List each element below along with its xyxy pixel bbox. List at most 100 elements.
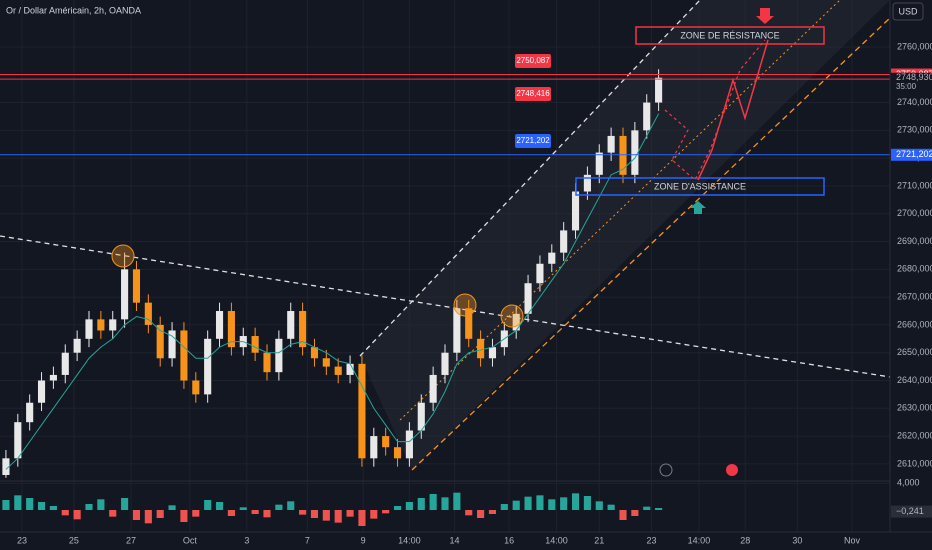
candle-body — [2, 458, 10, 475]
annotation: ZONE DE RÉSISTANCE — [680, 30, 779, 40]
y-tick-label: 2660,000 — [897, 319, 932, 329]
candle-body — [607, 135, 615, 153]
histogram-bar — [536, 495, 544, 510]
level-tag-label: 2748,416 — [516, 89, 550, 98]
y-tick-label: 2690,000 — [897, 236, 932, 246]
candle-body — [524, 283, 532, 314]
x-tick-label: 30 — [792, 535, 802, 545]
histogram-bar — [168, 505, 176, 510]
y-tick-label: 2740,000 — [897, 97, 932, 107]
candle-body — [382, 436, 390, 448]
histogram-bar — [204, 500, 212, 510]
histogram-bar — [441, 497, 449, 510]
candle-body — [536, 263, 544, 284]
x-tick-label: Oct — [183, 535, 198, 545]
x-tick-label: Nov — [844, 535, 861, 545]
histogram-bar — [417, 498, 425, 510]
candle-body — [595, 152, 603, 175]
candle-body — [168, 330, 176, 359]
candle-body — [322, 358, 330, 367]
histogram-bar — [251, 510, 259, 514]
histogram-bar — [346, 510, 354, 517]
candle-body — [453, 308, 461, 353]
candle-body — [263, 352, 271, 373]
histogram-bar — [85, 504, 93, 510]
axes: 2610,000 2620,000 2630,000 2640,000 2650,000… — [17, 41, 932, 545]
histogram-bar — [156, 510, 164, 518]
channel-mid — [399, 0, 841, 421]
y-tick-label: 2670,000 — [897, 291, 932, 301]
candle-body — [370, 436, 378, 459]
candle-body — [132, 269, 141, 303]
histogram-bar — [643, 506, 651, 510]
candle-body — [73, 338, 81, 353]
histogram-bar — [465, 510, 473, 516]
candle-body — [192, 380, 200, 395]
candle-body — [477, 338, 485, 359]
histogram-bar — [334, 510, 342, 523]
x-tick-label: 14:00 — [398, 535, 421, 545]
histogram-bar — [97, 499, 105, 510]
level-tag — [515, 134, 551, 148]
last-price-label: 2748,930 — [896, 72, 932, 82]
candle-body — [441, 352, 449, 375]
candle-body — [310, 347, 319, 359]
highlight — [111, 244, 135, 268]
histogram-bar — [500, 504, 508, 510]
candle-body — [429, 374, 437, 403]
highlight — [500, 304, 524, 328]
x-tick-label: 23 — [646, 535, 656, 545]
x-tick-label: 3 — [244, 535, 249, 545]
histogram-bar — [524, 496, 532, 510]
projection — [664, 39, 766, 181]
histogram-bar — [429, 494, 437, 510]
y-tick-label: 2730,000 — [897, 125, 932, 135]
histogram-bar — [299, 510, 307, 515]
candle-body — [417, 402, 425, 431]
candle-body — [61, 352, 69, 375]
candle-body — [37, 380, 46, 403]
candle-body — [643, 102, 651, 131]
currency[interactable]: USD — [898, 6, 918, 16]
arrow-down — [756, 8, 774, 24]
candle-body — [571, 191, 580, 231]
candle-body — [144, 302, 152, 325]
histogram-bar — [121, 498, 129, 510]
histogram-bar — [275, 504, 283, 510]
candle-body — [204, 338, 212, 395]
macd-tag — [891, 505, 932, 518]
currency-button[interactable] — [892, 2, 924, 21]
x-tick-label: 9 — [361, 535, 366, 545]
candle-body — [215, 311, 224, 339]
histogram-bar — [548, 499, 556, 510]
price-tag-label: 2721,202 — [896, 149, 932, 159]
level-tag-label: 2721,202 — [516, 136, 550, 145]
histogram-bar — [631, 510, 639, 516]
candle-body — [287, 311, 295, 339]
y-tick-label: 2700,000 — [897, 208, 932, 218]
histogram-bar — [2, 500, 10, 510]
candle-body — [14, 422, 22, 459]
candle-body — [465, 308, 473, 339]
histogram-bar — [393, 506, 402, 510]
histogram-bar — [560, 497, 568, 510]
candle-body — [358, 363, 366, 459]
histogram-bar — [655, 508, 663, 510]
highlight — [453, 293, 477, 317]
histogram-bar — [477, 510, 485, 518]
histogram-bar — [488, 510, 497, 514]
histogram-bar — [144, 510, 152, 524]
histogram-bar — [14, 495, 22, 510]
event-icon — [726, 464, 738, 476]
histogram-bar — [310, 510, 319, 518]
moving-average — [5, 113, 660, 470]
histogram-bar — [61, 510, 69, 516]
histogram-bar — [607, 504, 615, 510]
countdown: 35:00 — [896, 82, 917, 91]
histogram-bar — [358, 510, 366, 526]
histogram-bar — [180, 510, 188, 522]
level-tag-label: 2750,087 — [516, 56, 550, 65]
histogram-bar — [132, 510, 141, 520]
candle-body — [346, 363, 354, 375]
